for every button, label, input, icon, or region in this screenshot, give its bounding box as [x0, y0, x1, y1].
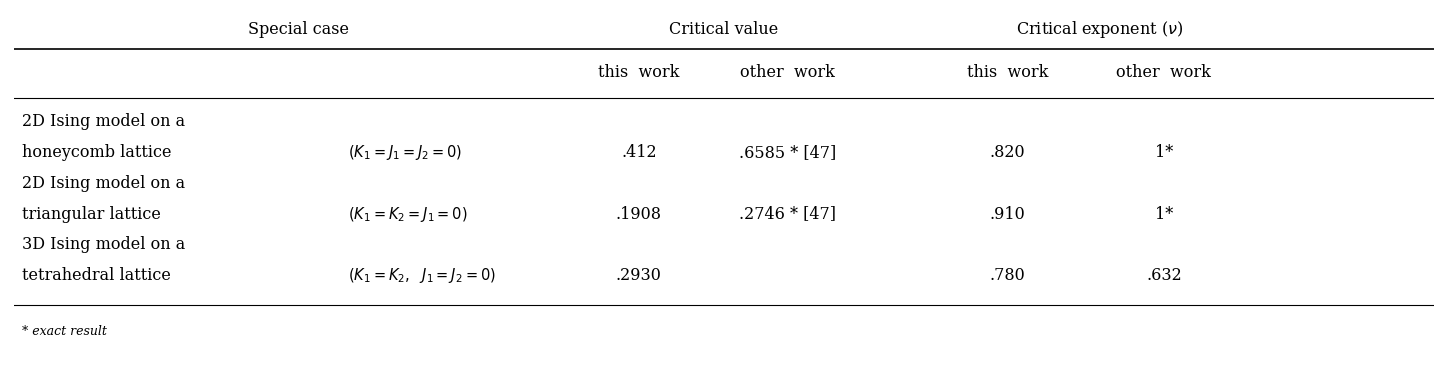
- Text: this  work: this work: [967, 64, 1048, 81]
- Text: .780: .780: [990, 267, 1025, 284]
- Text: 1*: 1*: [1154, 144, 1173, 161]
- Text: triangular lattice: triangular lattice: [22, 205, 161, 222]
- Text: $(K_1 = K_2 = J_1 = 0)$: $(K_1 = K_2 = J_1 = 0)$: [348, 205, 468, 223]
- Text: 2D Ising model on a: 2D Ising model on a: [22, 113, 185, 130]
- Text: .2930: .2930: [615, 267, 662, 284]
- Text: other  work: other work: [1116, 64, 1212, 81]
- Text: .910: .910: [990, 205, 1025, 222]
- Text: 2D Ising model on a: 2D Ising model on a: [22, 175, 185, 192]
- Text: other  work: other work: [740, 64, 835, 81]
- Text: .1908: .1908: [615, 205, 662, 222]
- Text: .820: .820: [990, 144, 1025, 161]
- Text: $(K_1 = J_1 = J_2 = 0)$: $(K_1 = J_1 = J_2 = 0)$: [348, 143, 462, 162]
- Text: .632: .632: [1145, 267, 1182, 284]
- Text: this  work: this work: [598, 64, 679, 81]
- Text: .412: .412: [621, 144, 657, 161]
- Text: .6585 * [47]: .6585 * [47]: [740, 144, 837, 161]
- Text: 1*: 1*: [1154, 205, 1173, 222]
- Text: $(K_1 = K_2,\ \ J_1 = J_2 = 0)$: $(K_1 = K_2,\ \ J_1 = J_2 = 0)$: [348, 266, 495, 285]
- Text: honeycomb lattice: honeycomb lattice: [22, 144, 171, 161]
- Text: tetrahedral lattice: tetrahedral lattice: [22, 267, 171, 284]
- Text: 3D Ising model on a: 3D Ising model on a: [22, 236, 185, 253]
- Text: Critical exponent ($\nu$): Critical exponent ($\nu$): [1016, 18, 1184, 40]
- Text: .2746 * [47]: .2746 * [47]: [740, 205, 837, 222]
- Text: Critical value: Critical value: [669, 21, 779, 38]
- Text: * exact result: * exact result: [22, 325, 107, 338]
- Text: Special case: Special case: [248, 21, 349, 38]
